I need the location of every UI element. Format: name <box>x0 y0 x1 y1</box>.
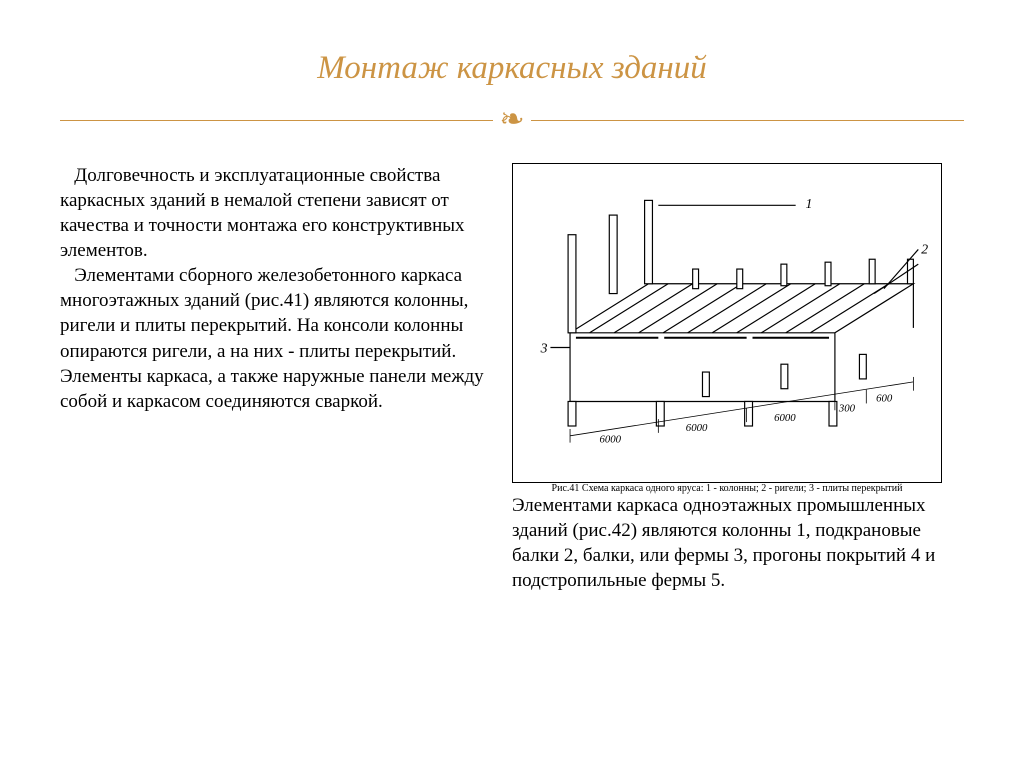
figure-caption: Рис.41 Схема каркаса одного яруса: 1 - к… <box>521 483 933 494</box>
flourish-icon: ❧ <box>493 105 530 135</box>
dim-4: 600 <box>876 392 893 404</box>
left-paragraph: Долговечность и эксплуатационные свойств… <box>60 163 490 414</box>
diagram-label-3: 3 <box>540 340 548 355</box>
dim-1: 6000 <box>686 422 708 434</box>
dim-0: 6000 <box>599 434 621 446</box>
dim-3: 300 <box>838 402 856 414</box>
diagram-label-1: 1 <box>805 196 812 211</box>
left-text-block: Долговечность и эксплуатационные свойств… <box>60 163 490 593</box>
diagram-label-2: 2 <box>921 241 928 256</box>
dim-2: 6000 <box>774 412 796 424</box>
frame-svg: 1 2 3 6000 6000 6000 300 600 <box>521 172 933 474</box>
slide-title: Монтаж каркасных зданий <box>60 50 964 87</box>
right-paragraph: Элементами каркаса одноэтажных промышлен… <box>512 493 964 593</box>
decorative-divider: ❧ <box>60 105 964 135</box>
frame-diagram: 1 2 3 6000 6000 6000 300 600 Рис.41 Схем… <box>512 163 942 483</box>
